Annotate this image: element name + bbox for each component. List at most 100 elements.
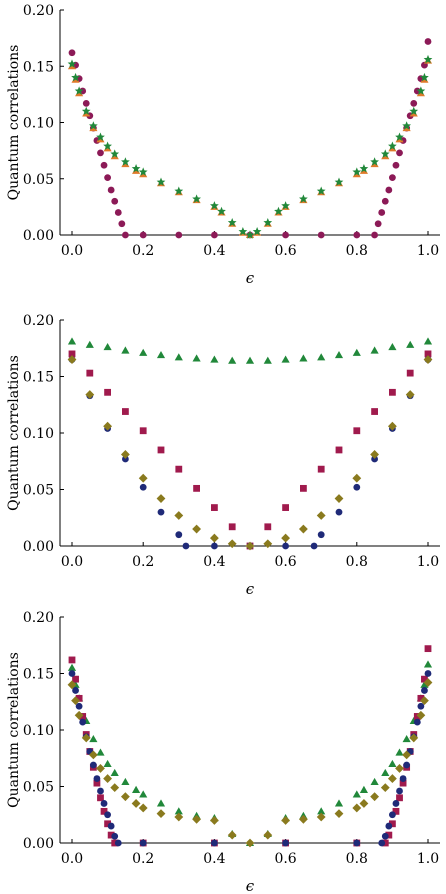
data-point — [139, 427, 147, 435]
data-point — [353, 839, 361, 847]
data-point — [209, 815, 219, 825]
data-point — [281, 533, 291, 543]
data-point — [417, 702, 425, 710]
data-point — [97, 794, 104, 802]
data-point — [317, 353, 326, 361]
x-tick-label: 1.0 — [417, 851, 439, 867]
data-point — [263, 539, 273, 549]
data-point — [104, 388, 111, 396]
x-tick-label: 0.4 — [203, 243, 225, 259]
y-tick-label: 0.00 — [23, 539, 54, 555]
data-point — [396, 794, 403, 802]
data-point — [371, 455, 378, 463]
data-point — [371, 231, 378, 239]
data-point — [72, 675, 79, 683]
data-point — [131, 164, 141, 173]
data-point — [211, 231, 218, 239]
data-point — [409, 106, 419, 115]
data-point — [395, 132, 404, 141]
data-point — [406, 369, 414, 377]
data-point — [68, 350, 76, 358]
data-point — [370, 777, 379, 786]
data-point — [132, 785, 141, 793]
data-point — [388, 141, 397, 150]
data-point — [378, 839, 386, 847]
data-point — [392, 807, 400, 815]
data-point — [420, 72, 429, 82]
data-point — [81, 106, 91, 115]
data-point — [352, 473, 362, 483]
data-point — [227, 539, 237, 549]
data-point — [114, 209, 122, 216]
data-point — [67, 355, 77, 364]
data-point — [97, 149, 104, 157]
data-point — [85, 340, 94, 348]
data-point — [317, 231, 325, 239]
data-point — [67, 337, 77, 345]
data-point — [421, 687, 428, 694]
data-point — [228, 356, 237, 364]
data-point — [334, 350, 344, 359]
data-point — [300, 484, 307, 492]
data-point — [157, 508, 165, 516]
data-point — [381, 832, 389, 840]
data-point — [100, 161, 108, 169]
data-point — [193, 484, 200, 492]
data-point — [334, 494, 344, 503]
series-navy-circle — [68, 670, 432, 847]
data-point — [192, 814, 202, 824]
data-point — [370, 450, 380, 459]
data-point — [103, 759, 112, 767]
data-point — [399, 775, 407, 782]
data-point — [217, 206, 226, 216]
y-axis-label: Quantum correlations — [6, 652, 22, 808]
chart-panel-3: 0.00 0.05 0.10 0.15 0.20 0.0 0.2 0.4 0.6 0.8 1.0 ϵ Q… — [6, 610, 440, 894]
data-point — [74, 86, 84, 95]
series-purple-circle — [68, 38, 432, 239]
data-point — [111, 197, 119, 205]
data-point — [139, 231, 147, 239]
data-point — [103, 774, 113, 784]
data-point — [282, 504, 289, 511]
data-point — [89, 761, 97, 769]
series-olive-diamond — [67, 355, 433, 551]
data-point — [299, 354, 308, 362]
data-point — [138, 167, 148, 176]
data-point — [100, 800, 108, 807]
data-point — [192, 524, 202, 534]
data-point — [175, 465, 183, 473]
data-point — [380, 149, 390, 158]
data-point — [317, 807, 326, 815]
data-point — [281, 815, 291, 825]
data-point — [403, 761, 411, 769]
data-point — [423, 355, 433, 364]
data-point — [423, 660, 433, 668]
data-point — [385, 822, 393, 830]
y-tick-label: 0.00 — [23, 836, 54, 852]
data-point — [79, 718, 87, 726]
data-point — [298, 524, 308, 534]
x-tick-label: 0.8 — [346, 243, 368, 259]
data-point — [120, 792, 130, 802]
data-point — [93, 779, 101, 787]
data-point — [371, 408, 378, 415]
data-point — [298, 814, 308, 824]
data-point — [317, 465, 325, 473]
data-point — [334, 177, 344, 186]
data-point — [406, 340, 415, 348]
data-point — [89, 734, 98, 743]
data-point — [385, 186, 393, 194]
x-tick-label: 0.0 — [61, 851, 83, 867]
x-tick-label: 0.6 — [274, 851, 296, 867]
data-point — [299, 194, 308, 203]
data-point — [71, 696, 80, 706]
data-point — [238, 227, 248, 236]
data-point — [82, 99, 90, 107]
data-point — [389, 820, 396, 828]
data-point — [110, 149, 120, 158]
data-point — [120, 450, 130, 459]
data-point — [352, 803, 362, 813]
x-tick-label: 0.2 — [132, 243, 154, 259]
data-point — [175, 231, 183, 239]
y-tick-label: 0.20 — [23, 3, 54, 19]
